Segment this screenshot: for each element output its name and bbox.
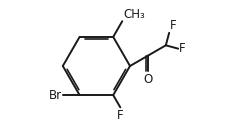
Text: F: F [117, 109, 124, 122]
Text: O: O [143, 73, 153, 86]
Text: CH₃: CH₃ [123, 8, 145, 21]
Text: F: F [179, 42, 185, 55]
Text: F: F [170, 19, 176, 32]
Text: Br: Br [49, 89, 62, 102]
